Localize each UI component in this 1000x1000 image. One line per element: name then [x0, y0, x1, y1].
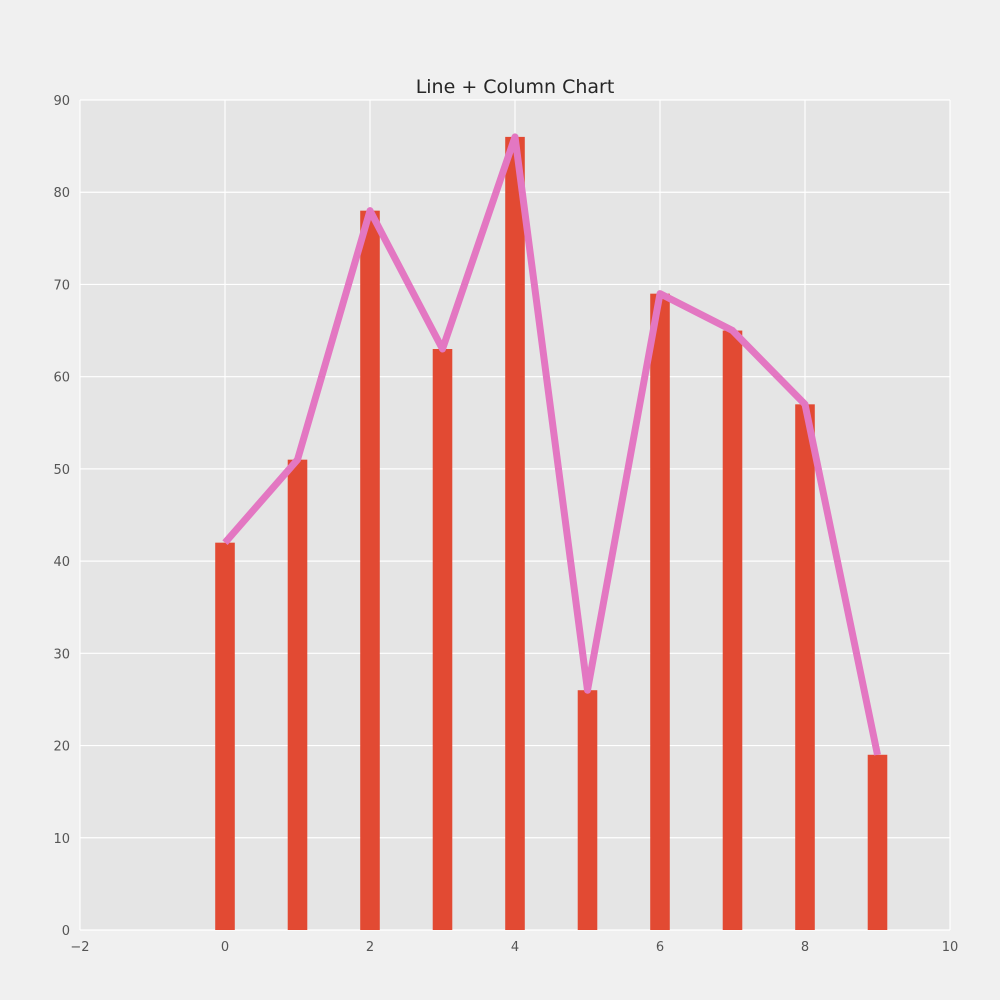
- bar: [432, 349, 453, 930]
- x-tick-label: 2: [366, 940, 374, 955]
- y-tick-label: 40: [53, 555, 70, 570]
- bar: [867, 754, 888, 930]
- bar: [215, 542, 235, 930]
- y-tick-label: 20: [53, 740, 70, 755]
- y-tick-label: 50: [53, 463, 70, 478]
- bar: [650, 293, 670, 931]
- y-tick-label: 60: [53, 371, 70, 386]
- y-tick-label: 30: [53, 647, 70, 662]
- bar: [505, 136, 525, 930]
- x-axis-ticks: −2 0 2 4 6 8 10: [70, 940, 958, 955]
- chart-title: Line + Column Chart: [416, 76, 615, 98]
- y-tick-label: 0: [62, 924, 70, 939]
- y-tick-label: 10: [53, 832, 70, 847]
- y-tick-label: 70: [53, 278, 70, 293]
- bar-series: [215, 136, 888, 931]
- bar: [795, 404, 815, 930]
- bar: [577, 690, 598, 930]
- x-tick-label: 6: [656, 940, 664, 955]
- x-tick-label: 10: [942, 940, 959, 955]
- bar: [360, 210, 380, 930]
- line-series: [222, 133, 881, 756]
- x-tick-label: 4: [511, 940, 519, 955]
- x-tick-label: −2: [70, 940, 89, 955]
- series-line: [222, 133, 881, 756]
- bar: [722, 330, 743, 930]
- y-tick-label: 90: [53, 94, 70, 109]
- x-tick-label: 8: [801, 940, 809, 955]
- y-axis-ticks: 0 10 20 30 40 50 60 70 80 90: [53, 94, 70, 939]
- y-tick-label: 80: [53, 186, 70, 201]
- x-tick-label: 0: [221, 940, 229, 955]
- bar: [287, 459, 308, 930]
